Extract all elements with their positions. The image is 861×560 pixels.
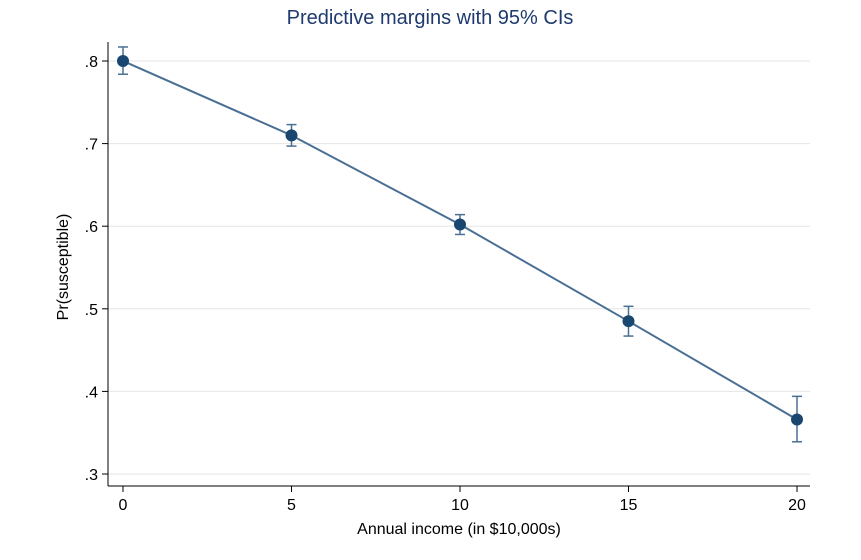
series-line (122, 60, 798, 421)
y-tick-label: .7 (85, 137, 98, 154)
series-polyline (122, 60, 798, 421)
data-point (454, 218, 466, 231)
data-point (622, 315, 635, 328)
x-tick-label: 15 (620, 497, 638, 514)
x-tick-label: 20 (788, 497, 806, 514)
data-point (791, 413, 803, 426)
y-tick-label: .6 (85, 219, 98, 236)
chart-title: Predictive margins with 95% CIs (287, 7, 574, 29)
y-axis-label: Pr(susceptible) (55, 214, 72, 321)
axes: .3 .4 .5 .6 .7 .8 0 5 10 15 20 (85, 42, 810, 514)
y-tick-label: .8 (85, 54, 98, 71)
grid-lines (108, 60, 810, 475)
x-tick-label: 5 (287, 497, 296, 514)
error-bars (118, 46, 802, 443)
x-axis-label: Annual income (in $10,000s) (357, 521, 561, 538)
y-tick-label: .5 (85, 302, 98, 319)
y-tick-label: .3 (85, 467, 98, 484)
x-tick-label: 0 (119, 497, 128, 514)
data-points (117, 55, 803, 426)
y-tick-label: .4 (85, 384, 98, 401)
x-tick-label: 10 (451, 497, 469, 514)
data-point (117, 55, 129, 67)
data-point (285, 129, 298, 142)
